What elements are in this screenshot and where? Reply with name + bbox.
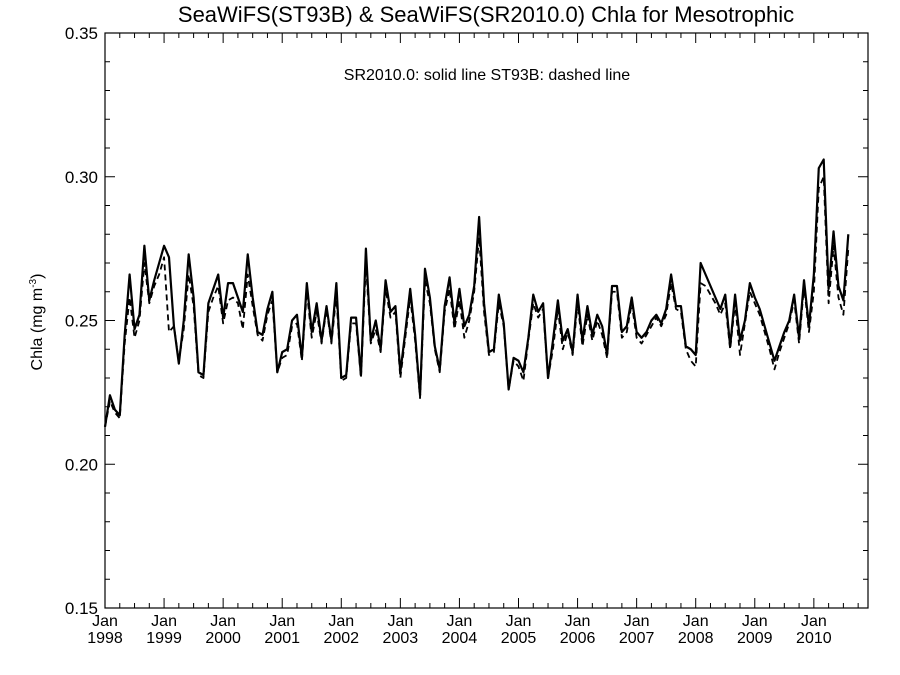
x-tick-label-month: Jan [92,613,118,630]
y-axis-label-close: ) [29,274,46,279]
x-tick-label-month: Jan [210,613,236,630]
y-axis-label-main: Chla (mg m [29,288,46,371]
x-tick-label-year: 2000 [205,630,241,647]
x-tick-label-year: 2006 [560,630,596,647]
y-axis-label: Chla (mg m-3) [28,274,46,371]
y-tick-label: 0.15 [65,599,98,618]
x-tick-label-month: Jan [624,613,650,630]
x-tick-label-year: 2010 [796,630,832,647]
y-tick-label: 0.20 [65,455,98,474]
x-tick-label-year: 2005 [501,630,537,647]
tick-marks [104,32,868,609]
x-tick-label-month: Jan [506,613,532,630]
x-tick-label-year: 2007 [619,630,655,647]
x-tick-label-month: Jan [387,613,413,630]
tick-labels: 0.150.200.250.300.35Jan1998Jan1999Jan200… [65,24,832,647]
x-tick-label-year: 2004 [442,630,478,647]
x-tick-label-month: Jan [742,613,768,630]
y-tick-label: 0.35 [65,24,98,43]
line-style-annotation: SR2010.0: solid line ST93B: dashed line [344,67,631,84]
y-tick-label: 0.30 [65,168,98,187]
x-tick-label-month: Jan [269,613,295,630]
x-tick-label-year: 2008 [678,630,714,647]
plot-frame [104,32,869,609]
y-tick-label: 0.25 [65,312,98,331]
x-tick-label-month: Jan [801,613,827,630]
x-tick-label-month: Jan [565,613,591,630]
x-tick-label-year: 1999 [146,630,182,647]
x-tick-label-year: 2009 [737,630,773,647]
x-tick-label-month: Jan [151,613,177,630]
x-tick-label-month: Jan [447,613,473,630]
y-axis-label-superscript: -3 [28,278,39,287]
series-line-sr2010-0 [103,158,850,428]
x-tick-label-month: Jan [683,613,709,630]
x-tick-label-year: 2002 [323,630,359,647]
series-lines [103,158,850,428]
x-tick-label-year: 2001 [264,630,300,647]
x-tick-label-month: Jan [328,613,354,630]
chart-title: SeaWiFS(ST93B) & SeaWiFS(SR2010.0) Chla … [178,2,794,27]
x-tick-label-year: 2003 [383,630,419,647]
x-tick-label-year: 1998 [87,630,123,647]
